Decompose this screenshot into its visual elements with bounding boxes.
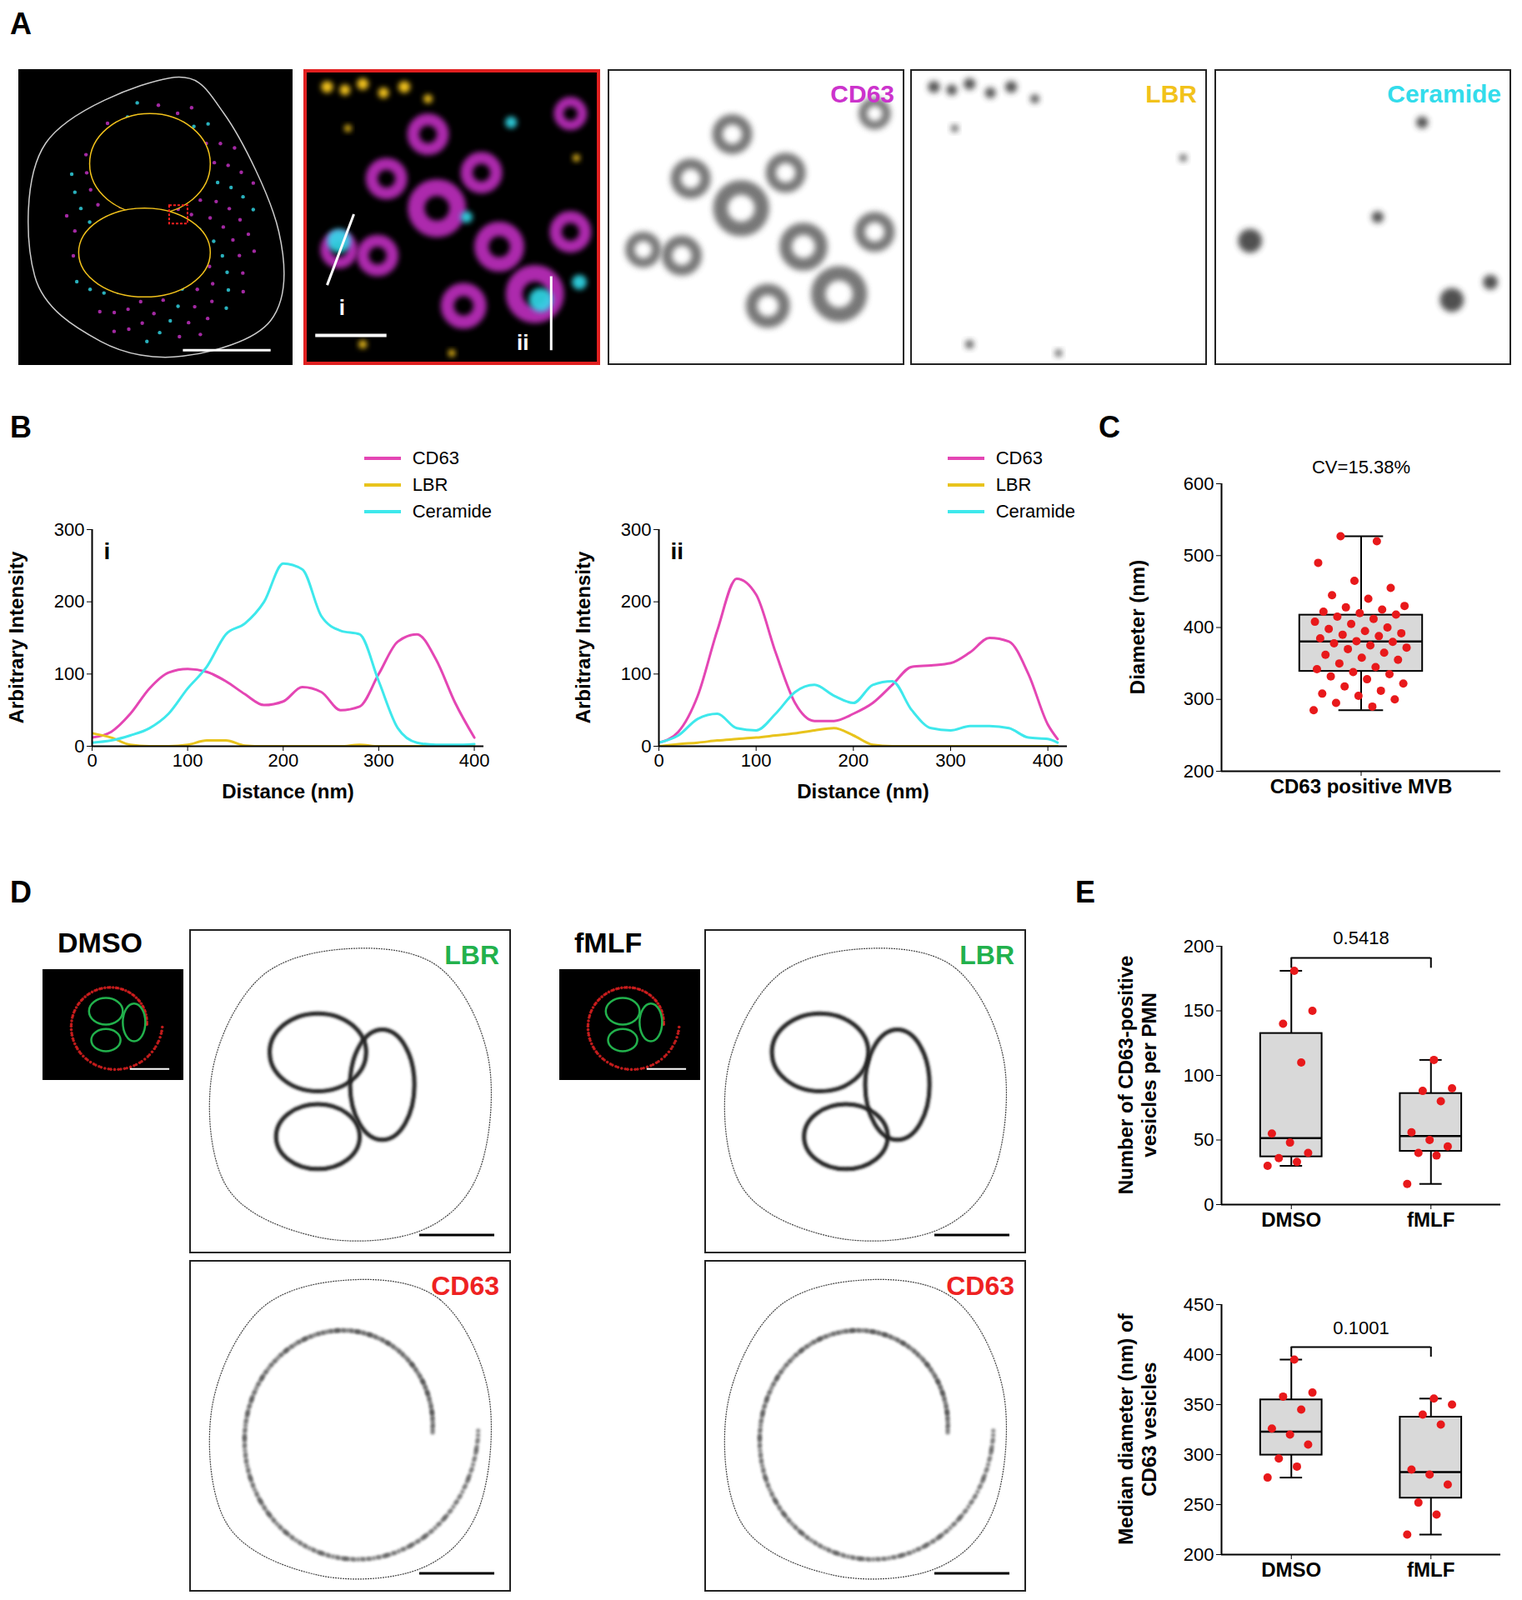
html-text:CD63: CD63 (995, 447, 1043, 469)
svg-text:300: 300 (935, 750, 967, 772)
svg-text:200: 200 (1183, 1544, 1215, 1566)
svg-text:200: 200 (267, 750, 299, 772)
svg-text:CV=15.38%: CV=15.38% (1311, 456, 1411, 478)
html-text:Diameter (nm): Diameter (nm) (1126, 559, 1149, 695)
html-text:C: C (1098, 410, 1121, 445)
svg-text:CD63 positive MVB: CD63 positive MVB (1270, 775, 1453, 798)
svg-text:fMLF: fMLF (1406, 1558, 1455, 1582)
html-text:CD63: CD63 (412, 447, 460, 469)
svg-text:0: 0 (74, 735, 85, 757)
svg-text:0: 0 (653, 750, 664, 772)
svg-text:300: 300 (363, 750, 395, 772)
svg-text:300: 300 (620, 519, 652, 541)
svg-text:200: 200 (1183, 936, 1215, 957)
svg-text:300: 300 (54, 519, 86, 541)
svg-text:DMSO: DMSO (1261, 1208, 1322, 1232)
svg-text:400: 400 (1032, 750, 1064, 772)
svg-text:CD63: CD63 (430, 1271, 500, 1302)
svg-text:100: 100 (740, 750, 772, 772)
svg-text:400: 400 (1183, 616, 1215, 638)
svg-text:500: 500 (1183, 545, 1215, 566)
html-text:Ceramide: Ceramide (412, 500, 492, 522)
svg-text:Distance (nm): Distance (nm) (796, 780, 930, 803)
svg-text:200: 200 (1183, 761, 1215, 782)
svg-text:100: 100 (172, 750, 204, 772)
svg-text:0.1001: 0.1001 (1332, 1317, 1389, 1339)
svg-text:ii: ii (516, 330, 529, 356)
html-text:Median diameter (nm) of CD63 v: Median diameter (nm) of CD63 vesicles (1114, 1313, 1161, 1546)
svg-text:i: i (339, 295, 346, 321)
svg-text:0: 0 (86, 750, 97, 772)
svg-text:400: 400 (459, 750, 491, 772)
svg-text:CD63: CD63 (830, 80, 895, 108)
svg-text:100: 100 (1183, 1065, 1215, 1087)
svg-text:400: 400 (1183, 1344, 1215, 1366)
svg-text:250: 250 (1183, 1494, 1215, 1516)
html-text:E: E (1075, 875, 1096, 910)
svg-text:i: i (104, 538, 111, 565)
html-text:A: A (10, 6, 32, 41)
svg-text:ii: ii (670, 538, 685, 565)
html-text:Arbitrary Intensity: Arbitrary Intensity (5, 551, 28, 724)
svg-text:350: 350 (1183, 1394, 1215, 1416)
svg-text:0: 0 (1203, 1194, 1214, 1216)
svg-text:CD63: CD63 (946, 1271, 1015, 1302)
svg-text:0: 0 (640, 735, 651, 757)
svg-text:600: 600 (1183, 473, 1215, 495)
svg-text:200: 200 (837, 750, 869, 772)
svg-text:300: 300 (1183, 688, 1215, 710)
html-text:D: D (10, 875, 32, 910)
svg-text:450: 450 (1183, 1294, 1215, 1316)
html-text:Ceramide: Ceramide (995, 500, 1076, 522)
svg-text:DMSO: DMSO (1261, 1558, 1322, 1582)
html-text:Number of CD63-positive vesicl: Number of CD63-positive vesicles per PMN (1114, 955, 1161, 1195)
svg-text:100: 100 (620, 663, 652, 685)
svg-text:fMLF: fMLF (1406, 1208, 1455, 1232)
html-text:fMLF: fMLF (574, 926, 642, 959)
svg-text:Distance (nm): Distance (nm) (221, 780, 355, 803)
svg-text:LBR: LBR (1145, 80, 1197, 108)
html-text:LBR: LBR (995, 474, 1032, 496)
svg-text:100: 100 (54, 663, 86, 685)
svg-text:LBR: LBR (444, 940, 500, 971)
svg-text:300: 300 (1183, 1444, 1215, 1466)
svg-text:150: 150 (1183, 1000, 1215, 1022)
svg-text:50: 50 (1193, 1129, 1214, 1151)
html-text:LBR: LBR (412, 474, 448, 496)
svg-text:0.5418: 0.5418 (1332, 927, 1389, 949)
svg-text:200: 200 (54, 590, 86, 612)
html-text:DMSO: DMSO (57, 926, 143, 959)
svg-text:LBR: LBR (959, 940, 1015, 971)
svg-text:200: 200 (620, 590, 652, 612)
html-text:B: B (10, 410, 32, 445)
html-text:Arbitrary Intensity: Arbitrary Intensity (571, 551, 595, 724)
svg-text:Ceramide: Ceramide (1386, 80, 1502, 108)
